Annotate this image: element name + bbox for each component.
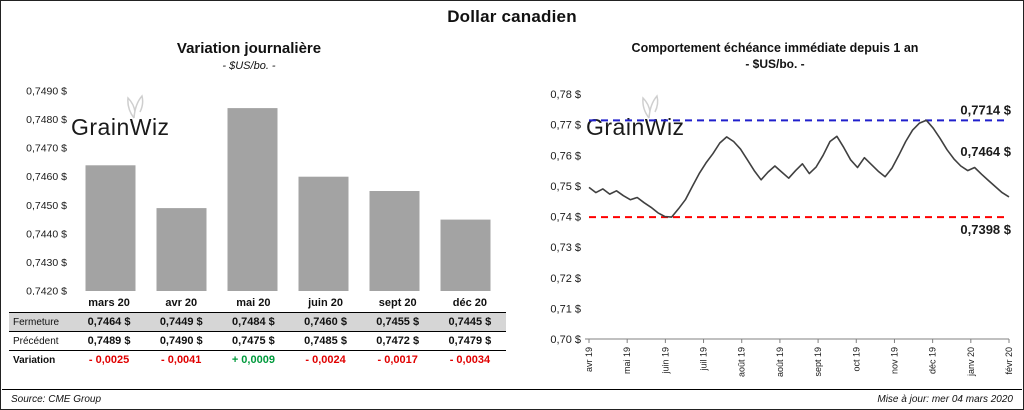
y-tick-label: 0,7480 $ bbox=[26, 114, 67, 126]
price-line bbox=[588, 119, 1010, 218]
table-row: Fermeture 0,7464 $0,7449 $0,7484 $0,7460 … bbox=[9, 312, 506, 332]
table-cell: 0,7445 $ bbox=[433, 312, 506, 332]
page-title: Dollar canadien bbox=[447, 7, 577, 26]
x-tick-label: juin 19 bbox=[660, 347, 670, 375]
wheat-icon bbox=[127, 94, 144, 119]
low-value-label: 0,7398 $ bbox=[960, 222, 1011, 237]
category-header-cell: juin 20 bbox=[308, 297, 343, 309]
y-tick-label: 0,78 $ bbox=[550, 89, 581, 101]
table-cell: 0,7489 $ bbox=[73, 331, 146, 351]
table-cell: 0,7460 $ bbox=[289, 312, 362, 332]
x-tick-label: mai 19 bbox=[622, 347, 632, 374]
category-header-cell: avr 20 bbox=[165, 297, 198, 309]
row-label: Variation bbox=[13, 354, 56, 366]
y-tick-label: 0,73 $ bbox=[550, 242, 581, 254]
table-cell: 0,7484 $ bbox=[217, 312, 290, 332]
bar-chart-title: Variation journalière bbox=[176, 40, 322, 57]
source-note: Source: CME Group bbox=[11, 394, 102, 405]
table-row: Variation - 0,0025 - 0,0041 + 0,0009 - 0,002… bbox=[9, 351, 506, 370]
x-tick-label: févr 20 bbox=[1004, 347, 1014, 375]
bar-chart-subtitle: - $US/bo. - bbox=[222, 60, 276, 72]
y-tick-label: 0,7430 $ bbox=[26, 257, 67, 269]
category-header-cell: déc 20 bbox=[452, 297, 488, 309]
x-tick-label: août 19 bbox=[775, 347, 785, 377]
category-header-row: mars 20 avr 20 mai 20 juin 20 sept 20 déc 20 bbox=[9, 294, 506, 313]
x-tick-label: nov 19 bbox=[889, 347, 899, 374]
bar bbox=[440, 219, 491, 291]
bar bbox=[298, 176, 349, 291]
row-label: Fermeture bbox=[9, 312, 73, 332]
daily-variation-bar-chart: GrainWiz 0,7420 $ 0,7430 $ 0,7440 $ 0,7450 $… bbox=[26, 86, 491, 296]
y-tick-label: 0,7460 $ bbox=[26, 171, 67, 183]
y-tick-label: 0,7440 $ bbox=[26, 228, 67, 240]
values-table: mars 20 avr 20 mai 20 juin 20 sept 20 déc 20 F… bbox=[9, 294, 506, 369]
y-tick-label: 0,7470 $ bbox=[26, 143, 67, 155]
table-cell: 0,7464 $ bbox=[73, 312, 146, 332]
y-tick-label: 0,71 $ bbox=[550, 303, 581, 315]
y-tick-label: 0,76 $ bbox=[550, 150, 581, 162]
table-cell: - 0,0034 bbox=[449, 354, 491, 366]
table-cell: 0,7479 $ bbox=[433, 331, 506, 351]
table-cell: 0,7449 $ bbox=[145, 312, 218, 332]
one-year-line-chart: GrainWiz 0,70 $ 0,71 $ 0,72 $ 0,73 $ 0,74 $ 0,… bbox=[550, 89, 1014, 377]
table-cell: - 0,0024 bbox=[305, 354, 346, 366]
x-tick-label: juil 19 bbox=[699, 347, 709, 372]
bar bbox=[156, 208, 207, 291]
high-value-label: 0,7714 $ bbox=[960, 102, 1011, 117]
line-chart-title: Comportement échéance immédiate depuis 1… bbox=[631, 41, 919, 55]
table-cell: + 0,0009 bbox=[231, 354, 275, 366]
table-cell: - 0,0025 bbox=[88, 354, 130, 366]
table-cell: - 0,0017 bbox=[377, 354, 418, 366]
table-row: Précédent 0,7489 $0,7490 $0,7475 $0,7485 … bbox=[9, 331, 506, 351]
footer-divider bbox=[2, 389, 1022, 390]
y-tick-label: 0,7420 $ bbox=[26, 286, 67, 296]
grainwiz-watermark: GrainWiz bbox=[71, 114, 170, 140]
x-tick-label: avr 19 bbox=[584, 347, 594, 372]
category-header-cell: sept 20 bbox=[378, 297, 417, 309]
updated-note: Mise à jour: mer 04 mars 2020 bbox=[877, 394, 1013, 405]
row-label: Précédent bbox=[9, 331, 73, 351]
y-tick-label: 0,7450 $ bbox=[26, 200, 67, 212]
x-tick-label: oct 19 bbox=[851, 347, 861, 372]
bar bbox=[227, 108, 278, 291]
last-value-label: 0,7464 $ bbox=[960, 144, 1011, 159]
category-header-cell: mars 20 bbox=[88, 297, 130, 309]
table-cell: 0,7475 $ bbox=[217, 331, 290, 351]
x-tick-label: août 19 bbox=[737, 347, 747, 377]
y-tick-label: 0,74 $ bbox=[550, 212, 581, 224]
y-tick-label: 0,77 $ bbox=[550, 120, 581, 132]
table-cell: 0,7455 $ bbox=[361, 312, 434, 332]
category-header-cell bbox=[9, 294, 73, 313]
x-tick-label: déc 19 bbox=[928, 347, 938, 374]
grainwiz-watermark: GrainWiz bbox=[586, 114, 685, 140]
y-tick-label: 0,75 $ bbox=[550, 181, 581, 193]
wheat-icon bbox=[642, 94, 659, 119]
y-tick-label: 0,72 $ bbox=[550, 273, 581, 285]
table-cell: 0,7490 $ bbox=[145, 331, 218, 351]
x-tick-label: janv 20 bbox=[966, 347, 976, 377]
y-tick-label: 0,70 $ bbox=[550, 334, 581, 346]
x-tick-label: sept 19 bbox=[813, 347, 823, 377]
y-tick-label: 0,7490 $ bbox=[26, 86, 67, 98]
table-cell: - 0,0041 bbox=[161, 354, 202, 366]
line-chart-subtitle: - $US/bo. - bbox=[745, 57, 805, 71]
table-cell: 0,7472 $ bbox=[361, 331, 434, 351]
table-cell: 0,7485 $ bbox=[289, 331, 362, 351]
bar bbox=[85, 165, 136, 291]
bar bbox=[369, 191, 420, 291]
category-header-cell: mai 20 bbox=[236, 297, 271, 309]
